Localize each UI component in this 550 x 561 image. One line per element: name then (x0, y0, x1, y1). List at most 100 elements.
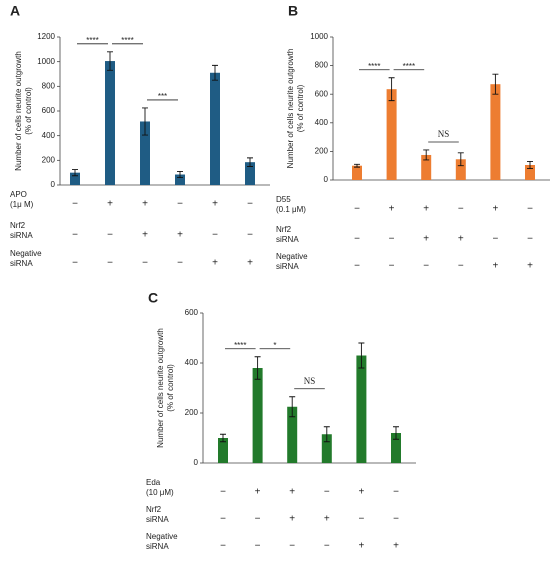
condition-sign: − (212, 230, 218, 241)
y-axis-label: Number of cells neurite outgrowth(% of c… (286, 49, 305, 169)
condition-sign: − (247, 199, 253, 210)
condition-label-line: siRNA (146, 515, 169, 524)
bar (252, 368, 263, 463)
error-bar (142, 107, 148, 136)
y-axis-label-line: Number of cells neurite outgrowth (14, 51, 23, 171)
condition-sign: − (354, 261, 360, 272)
significance-label: NS (438, 129, 450, 139)
y-axis-label-line: (% of control) (296, 84, 305, 132)
y-tick-label: 800 (315, 61, 329, 70)
y-tick-label: 400 (185, 358, 199, 367)
significance-label: * (273, 341, 276, 350)
condition-sign: + (358, 541, 364, 552)
y-tick-label: 0 (51, 180, 56, 189)
y-tick-label: 0 (324, 175, 329, 184)
bar (352, 165, 362, 180)
condition-sign: − (177, 199, 183, 210)
significance-label: **** (234, 341, 246, 350)
error-bar (527, 160, 533, 170)
bar (391, 433, 401, 463)
bar (525, 164, 535, 180)
error-bar (107, 51, 113, 71)
condition-label-line: siRNA (10, 231, 33, 240)
condition-sign: + (212, 199, 218, 210)
y-tick-label: 200 (315, 147, 329, 156)
condition-sign: + (247, 258, 253, 269)
significance-label: NS (304, 376, 316, 386)
condition-sign: + (458, 234, 464, 245)
condition-label: Nrf2 siRNA (146, 505, 169, 524)
condition-sign: + (492, 261, 498, 272)
bar (287, 406, 298, 463)
condition-sign: − (220, 514, 226, 525)
condition-sign: − (255, 541, 261, 552)
condition-label-line: Eda (146, 478, 161, 487)
bar (421, 154, 432, 180)
condition-sign: − (492, 234, 498, 245)
condition-label: Nrf2 siRNA (10, 221, 33, 240)
condition-sign: − (107, 230, 113, 241)
condition-sign: − (247, 230, 253, 241)
condition-sign: − (358, 514, 364, 525)
bar (455, 159, 466, 180)
condition-label-line: siRNA (10, 259, 33, 268)
condition-sign: + (142, 199, 148, 210)
condition-sign: + (393, 541, 399, 552)
condition-sign: − (389, 234, 395, 245)
condition-sign: + (324, 514, 330, 525)
bar (175, 174, 185, 185)
condition-label: Eda (10 μM) (146, 478, 174, 497)
condition-sign: + (423, 204, 429, 215)
bar (321, 434, 332, 463)
y-tick-label: 200 (42, 155, 56, 164)
error-bar (354, 163, 360, 168)
panel-letter: C (148, 290, 158, 306)
condition-sign: − (423, 261, 429, 272)
y-tick-label: 800 (42, 81, 56, 90)
bar (210, 72, 220, 185)
bar (490, 84, 501, 180)
y-axis-label-line: Number of cells neurite outgrowth (156, 328, 165, 448)
condition-label-line: Negative (10, 249, 42, 258)
condition-sign: − (220, 541, 226, 552)
condition-label: APO (1μ M) (10, 190, 34, 209)
condition-sign: − (527, 204, 533, 215)
condition-label-line: (1μ M) (10, 200, 34, 209)
significance-label: *** (158, 92, 167, 101)
y-axis-label-line: (% of control) (166, 364, 175, 412)
error-bar (457, 152, 464, 167)
condition-sign: + (289, 514, 295, 525)
condition-sign: − (393, 487, 399, 498)
condition-sign: + (177, 230, 183, 241)
condition-sign: + (142, 230, 148, 241)
condition-sign: + (107, 199, 113, 210)
error-bar (289, 396, 296, 418)
condition-label-line: Negative (276, 252, 308, 261)
condition-sign: − (72, 230, 78, 241)
y-tick-label: 600 (315, 89, 329, 98)
error-bar (254, 356, 261, 380)
condition-sign: − (324, 541, 330, 552)
y-axis-label-line: Number of cells neurite outgrowth (286, 49, 295, 169)
condition-sign: − (107, 258, 113, 269)
condition-label-line: Negative (146, 532, 178, 541)
condition-sign: − (72, 199, 78, 210)
condition-label-line: (0.1 μM) (276, 205, 306, 214)
error-bar (423, 149, 430, 161)
condition-label: Negative siRNA (276, 252, 308, 271)
condition-label: Nrf2 siRNA (276, 225, 299, 244)
condition-label-line: Nrf2 (10, 221, 26, 230)
condition-sign: − (389, 261, 395, 272)
significance-label: **** (403, 62, 415, 71)
condition-label-line: Nrf2 (146, 505, 162, 514)
condition-label: Negative siRNA (10, 249, 42, 268)
error-bar (247, 157, 253, 167)
significance-label: **** (86, 36, 98, 45)
condition-label-line: APO (10, 190, 27, 199)
y-tick-label: 600 (42, 106, 56, 115)
condition-sign: + (389, 204, 395, 215)
bar (356, 355, 367, 463)
y-tick-label: 1200 (37, 32, 55, 41)
error-bar (393, 426, 399, 440)
